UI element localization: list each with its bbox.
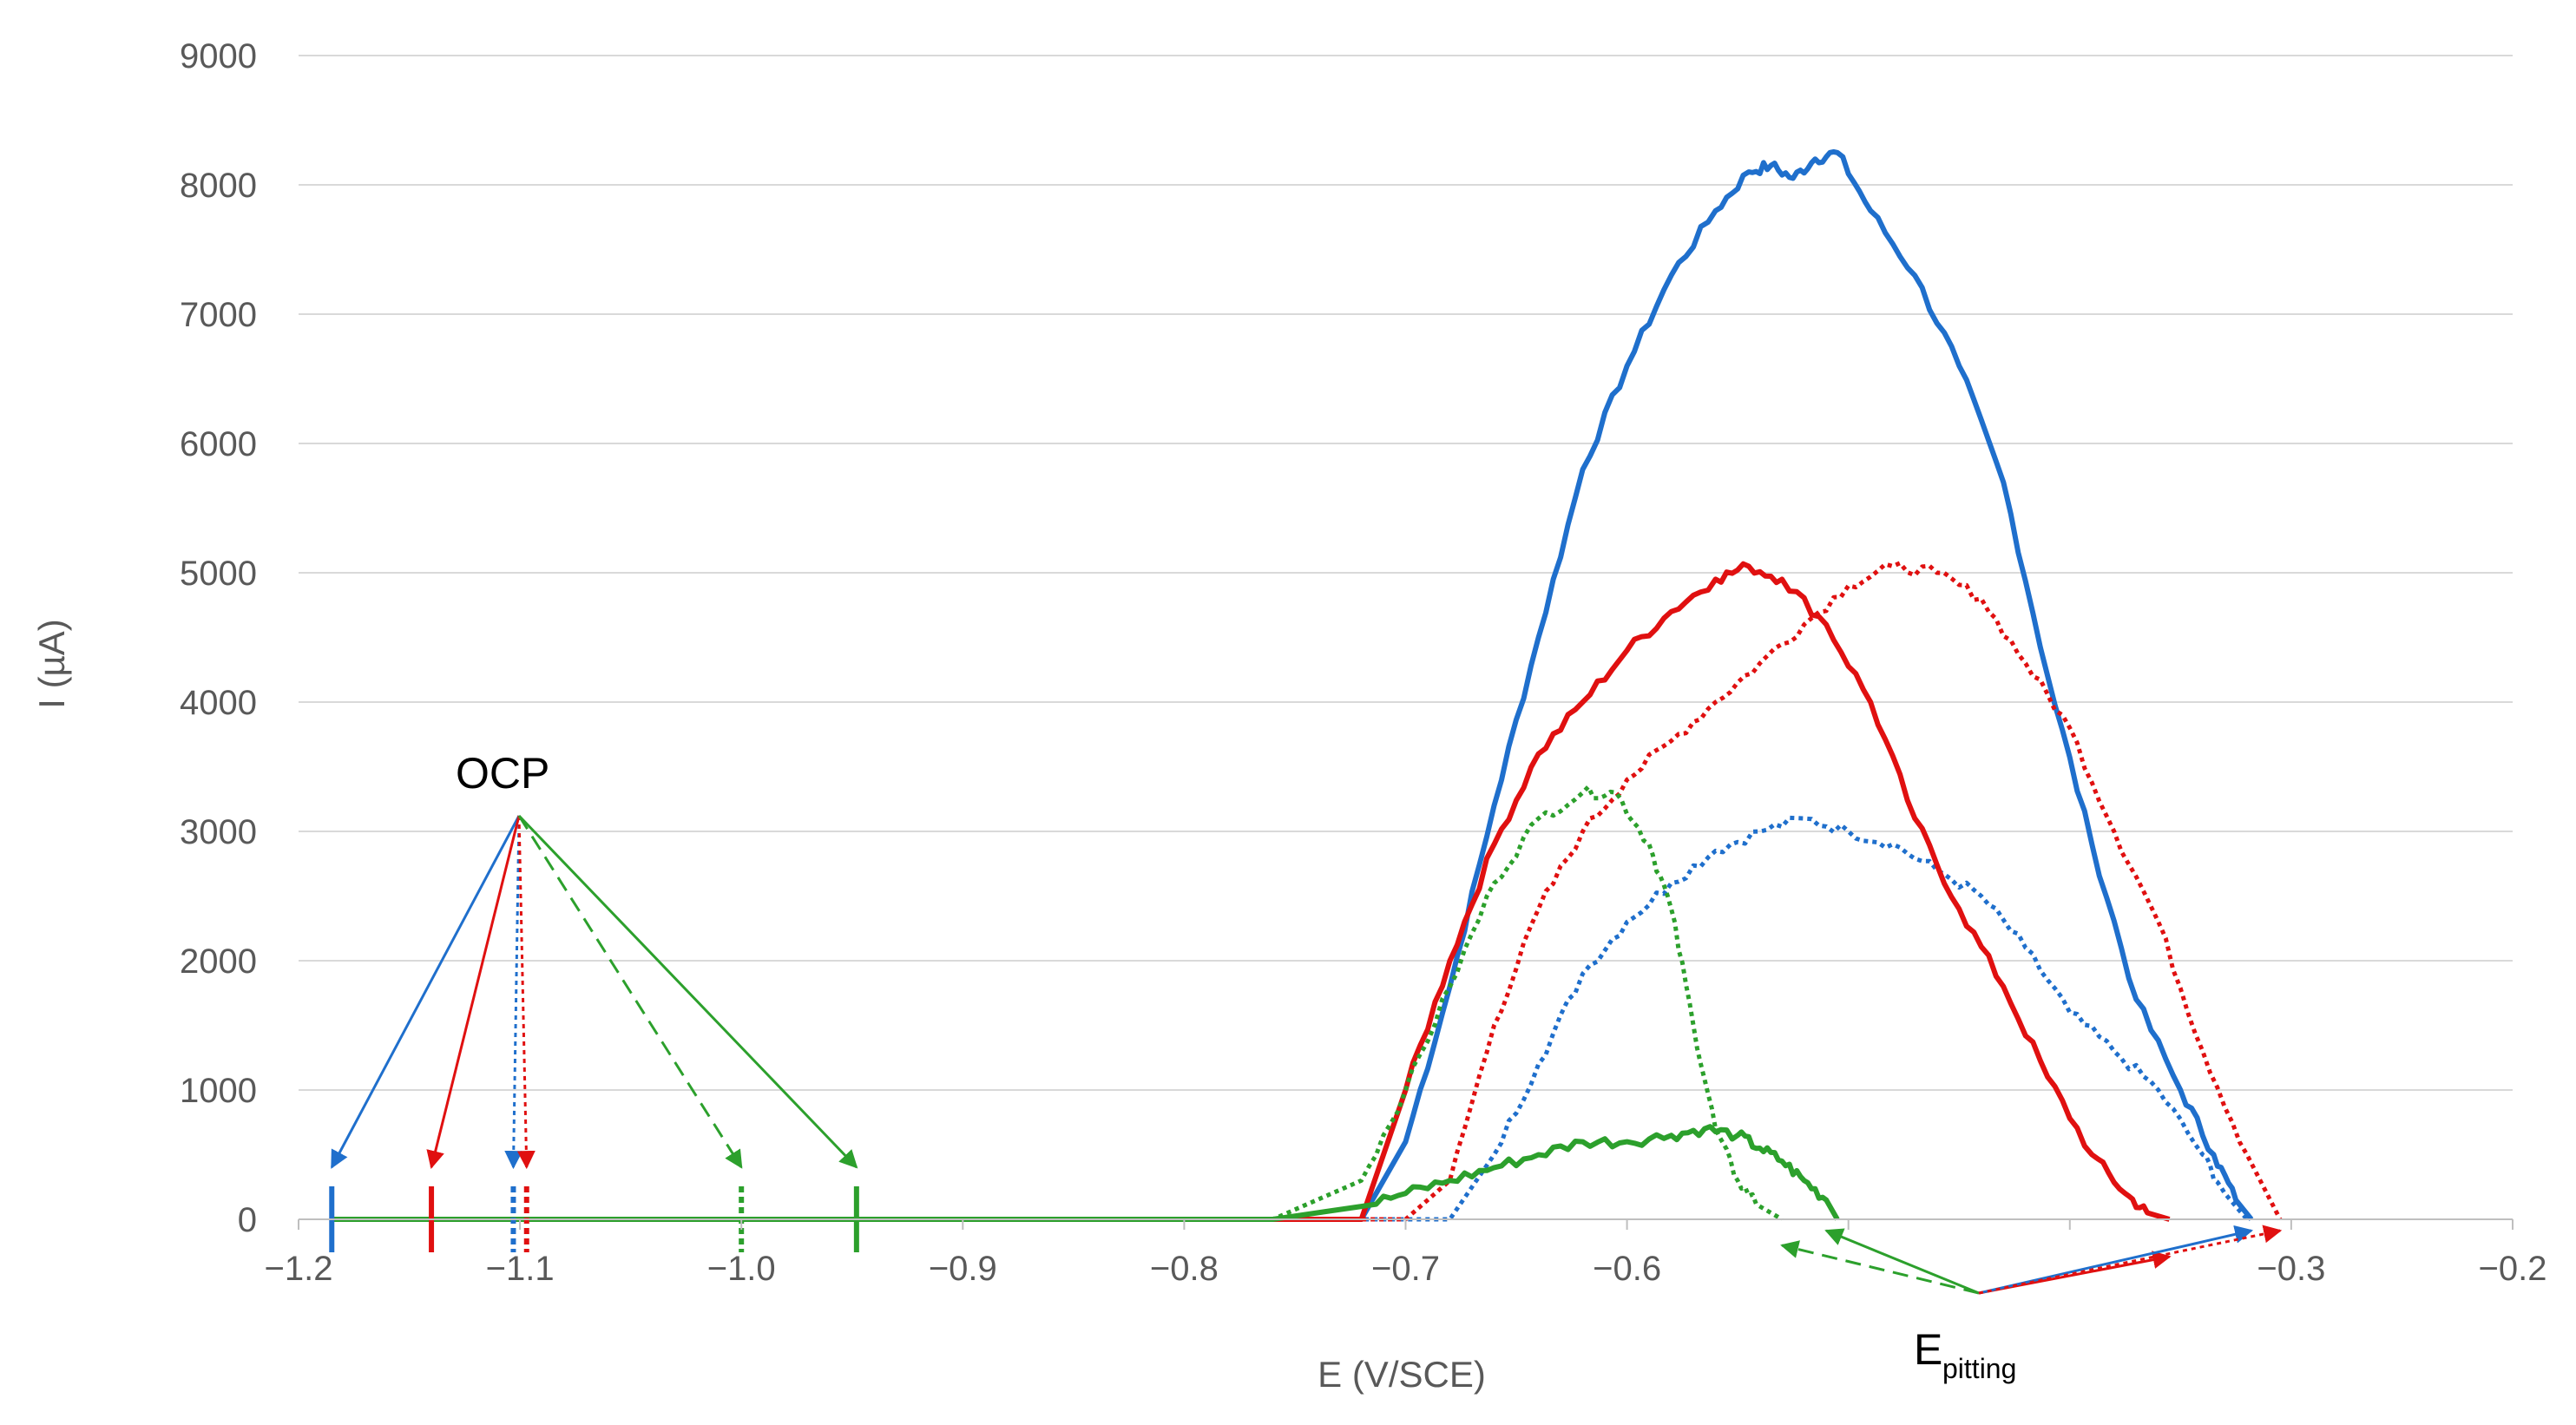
ocp-arrow-green-solid	[517, 814, 858, 1169]
series-group	[332, 149, 2283, 1222]
epitting-subscript: pitting	[1942, 1353, 2016, 1384]
y-tick-label: 7000	[180, 296, 257, 334]
ocp-arrow-red-dotted	[516, 815, 536, 1170]
series-line-red-dotted	[520, 561, 2283, 1222]
ocp-arrow-blue-solid	[330, 815, 521, 1169]
y-axis-title: I (µA)	[31, 619, 72, 709]
y-tick-label: 1000	[180, 1072, 257, 1110]
axes: 0 1000 2000 3000 4000 5000 6000 7000 8000 9000 −1.…	[180, 37, 2546, 1288]
y-tick-label: 6000	[180, 425, 257, 463]
x-tick-label: −1.0	[707, 1250, 776, 1288]
annotation-arrows	[330, 814, 2283, 1295]
x-tick-label: −0.9	[929, 1250, 997, 1288]
y-tick-label: 0	[238, 1201, 257, 1239]
x-tick-label: −0.7	[1371, 1250, 1440, 1288]
series-line-red-solid	[431, 561, 2171, 1222]
epitting-arrow-green-solid	[1824, 1228, 1980, 1295]
ocp-label: OCP	[456, 749, 549, 798]
y-tick-label: 4000	[180, 684, 257, 722]
ocp-arrow-blue-dotted	[504, 815, 523, 1170]
series-line-blue-solid	[332, 149, 2254, 1222]
y-tick-label: 3000	[180, 813, 257, 851]
x-tick-label: −0.2	[2479, 1250, 2547, 1288]
ocp-arrow-green-dashed	[517, 815, 743, 1169]
epitting-arrow-green-dashed	[1780, 1240, 1980, 1295]
x-tick-label: −1.2	[265, 1250, 333, 1288]
series-line-green-solid	[332, 1124, 1840, 1222]
x-axis-title: E (V/SCE)	[1318, 1354, 1486, 1395]
y-tick-label: 5000	[180, 555, 257, 593]
series-line-blue-dotted	[332, 815, 2249, 1222]
y-tick-label: 2000	[180, 942, 257, 981]
x-tick-label: −0.6	[1593, 1250, 1661, 1288]
series-line-green-dotted	[741, 785, 1784, 1222]
epitting-label: E	[1914, 1325, 1942, 1374]
x-tick-label: −0.8	[1150, 1250, 1219, 1288]
epitting-arrow-red-dotted	[1978, 1225, 2283, 1295]
x-tick-label: −0.3	[2257, 1250, 2325, 1288]
gridlines	[299, 55, 2513, 1091]
epitting-arrow-blue-solid	[1978, 1225, 2254, 1295]
y-tick-label: 9000	[180, 37, 257, 76]
ocp-arrow-red-solid	[426, 815, 521, 1170]
x-tick-label: −1.1	[486, 1250, 555, 1288]
y-tick-label: 8000	[180, 167, 257, 205]
